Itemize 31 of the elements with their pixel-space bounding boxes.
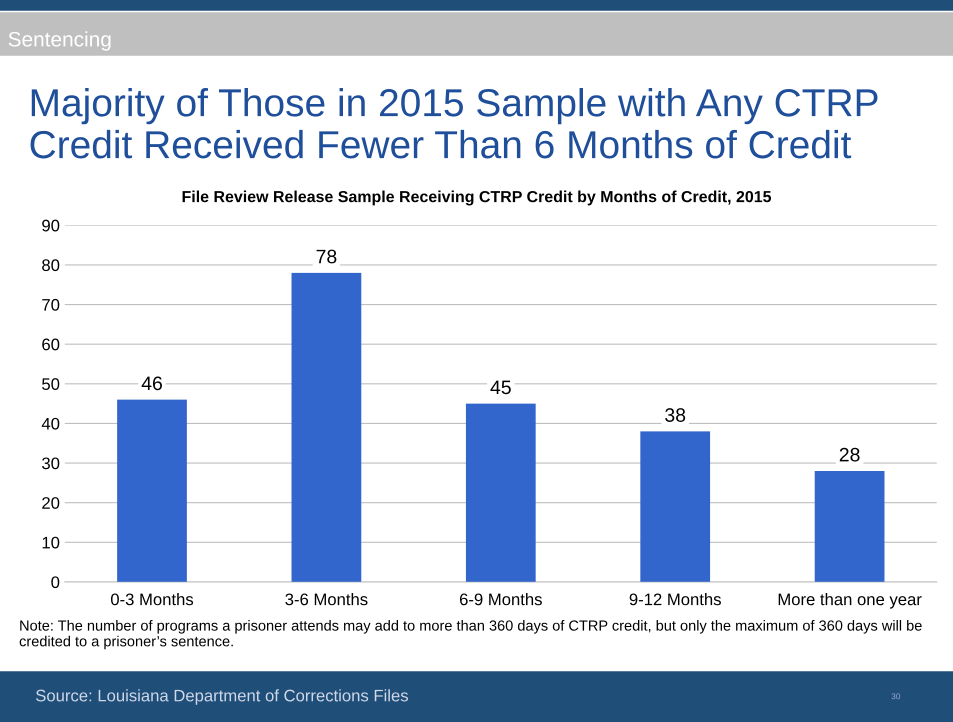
data-label: 78	[316, 250, 336, 264]
x-tick-label: 9-12 Months	[630, 593, 721, 606]
y-tick-label: 90	[42, 220, 60, 232]
data-label: 28	[840, 448, 860, 462]
source-note: Source: Louisiana Department of Corrections Files	[36, 689, 408, 705]
chart-subtitle: File Review Release Sample Receiving CTRP Credit by Months of Credit, 2015	[182, 190, 772, 206]
y-tick-label: 50	[42, 378, 60, 390]
data-label: 38	[665, 408, 686, 422]
x-tick-label: More than one year	[778, 593, 922, 609]
y-tick-label: 30	[42, 457, 60, 470]
y-tick-label: 70	[42, 298, 60, 311]
bar	[466, 404, 536, 582]
text: 30	[892, 693, 900, 700]
text: Sentencing	[8, 31, 111, 51]
chart-title: Majority of Those in 2015 Sample with Any CTRP Credit Received Fewer Than 6 Months of Credit	[30, 88, 878, 158]
y-tick-label: 0	[51, 576, 60, 588]
x-tick-label: 6-9 Months	[460, 593, 542, 606]
bar	[292, 272, 362, 582]
y-tick-label: 10	[42, 536, 60, 549]
y-tick-label: 40	[42, 418, 60, 430]
bar	[640, 431, 710, 582]
x-tick-label: 0-3 Months	[110, 593, 194, 606]
data-label: 45	[490, 380, 511, 394]
y-tick-label: 60	[42, 338, 60, 350]
y-tick-label: 20	[42, 497, 60, 509]
data-label: 46	[142, 376, 162, 390]
y-tick-label: 80	[42, 259, 60, 272]
bar	[117, 400, 187, 582]
x-tick-label: 3-6 Months	[285, 593, 368, 606]
bar	[814, 470, 884, 582]
text: Note: The number of programs a prisoner attends may add to more than 360 days of CTRP credit, but only the maximum of 360 days will be credited to a prisoner’s sentence.	[20, 620, 922, 650]
